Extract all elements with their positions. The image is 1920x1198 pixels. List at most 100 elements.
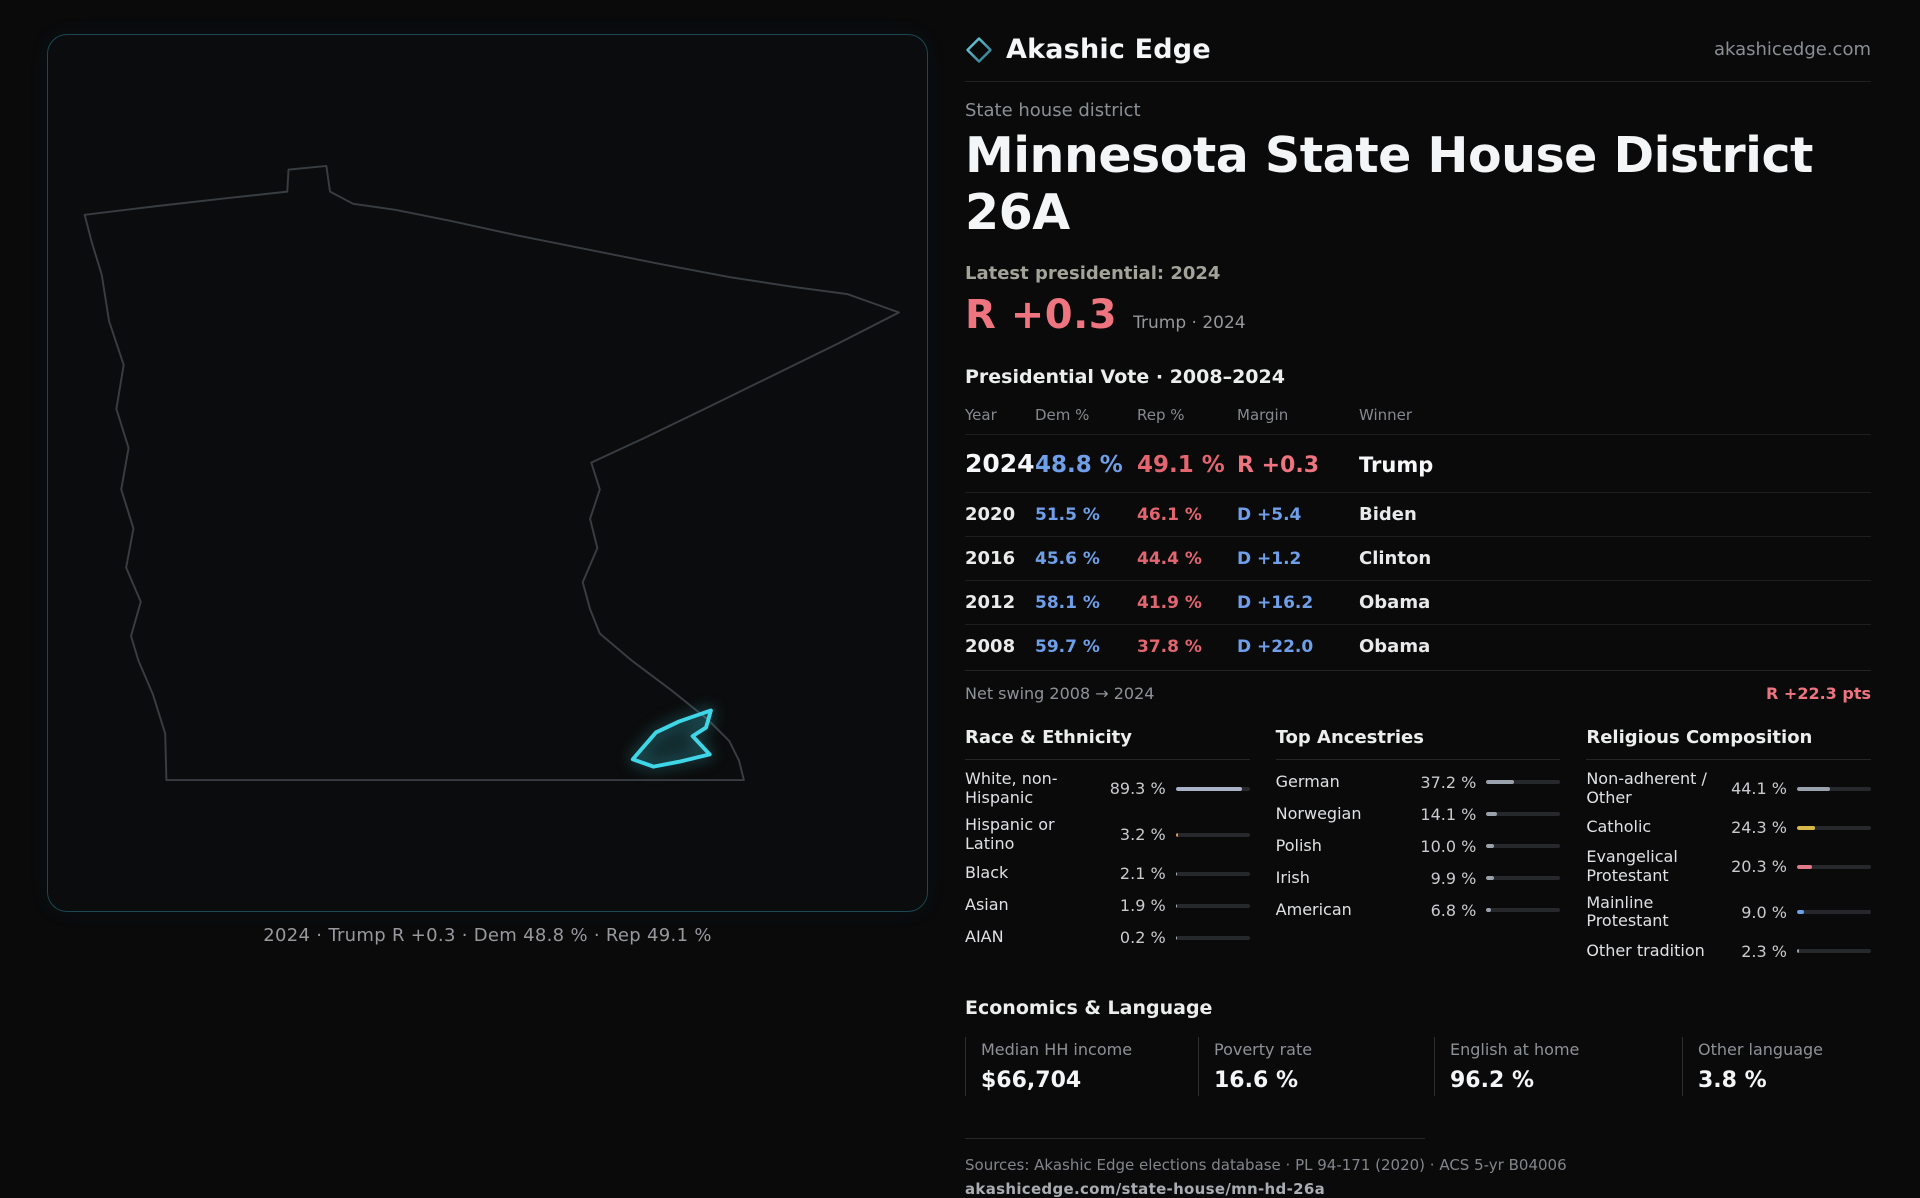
demo-bar <box>1176 872 1250 876</box>
stat-card-median-income: Median HH income $66,704 <box>965 1037 1190 1096</box>
net-swing-value: R +22.3 pts <box>1766 684 1871 703</box>
demo-value: 44.1 % <box>1729 779 1787 798</box>
demo-bar-fill <box>1486 844 1493 848</box>
col-header-margin: Margin <box>1237 406 1359 424</box>
demo-bar <box>1176 936 1250 940</box>
cell-winner: Clinton <box>1359 548 1871 569</box>
demo-bar <box>1176 833 1250 837</box>
demo-value: 9.9 % <box>1418 869 1476 888</box>
map-panel <box>47 34 928 912</box>
demo-value: 3.2 % <box>1108 825 1166 844</box>
demo-bar-fill <box>1176 872 1178 876</box>
demo-bar-fill <box>1486 780 1514 784</box>
demo-label: Black <box>965 864 1098 883</box>
demo-value: 0.2 % <box>1108 928 1166 947</box>
demo-bar-fill <box>1486 812 1496 816</box>
demo-bar-fill <box>1797 949 1799 953</box>
demo-label: Other tradition <box>1586 942 1719 961</box>
cell-margin: D +1.2 <box>1237 549 1359 569</box>
cell-margin: R +0.3 <box>1237 453 1359 478</box>
vote-table: Year Dem % Rep % Margin Winner 2024 48.8… <box>965 398 1871 668</box>
district-type-kicker: State house district <box>965 100 1871 121</box>
cell-margin: D +5.4 <box>1237 505 1359 525</box>
page-title: Minnesota State House District 26A <box>965 127 1871 241</box>
col-header-year: Year <box>965 406 1035 424</box>
race-ethnicity-column: Race & Ethnicity White, non-Hispanic 89.… <box>965 727 1250 967</box>
col-header-dem: Dem % <box>1035 406 1137 424</box>
demo-value: 2.1 % <box>1108 864 1166 883</box>
table-row: 2012 58.1 % 41.9 % D +16.2 Obama <box>965 580 1871 624</box>
demo-bar <box>1797 949 1871 953</box>
cell-winner: Obama <box>1359 636 1871 657</box>
demo-bar-fill <box>1797 910 1804 914</box>
demo-bar <box>1486 844 1560 848</box>
cell-rep: 44.4 % <box>1137 549 1237 569</box>
vote-table-header: Year Dem % Rep % Margin Winner <box>965 398 1871 434</box>
demo-bar <box>1176 904 1250 908</box>
demo-label: American <box>1276 901 1409 920</box>
demo-bar-fill <box>1797 826 1815 830</box>
footer-divider <box>965 1138 1425 1139</box>
cell-rep: 46.1 % <box>1137 505 1237 525</box>
demo-bar <box>1486 876 1560 880</box>
cell-dem: 58.1 % <box>1035 593 1137 613</box>
cell-rep: 49.1 % <box>1137 452 1237 478</box>
economics-title: Economics & Language <box>965 997 1871 1019</box>
demo-label: Mainline Protestant <box>1586 894 1719 932</box>
table-row: 2024 48.8 % 49.1 % R +0.3 Trump <box>965 434 1871 492</box>
brand-header: Akashic Edge akashicedge.com <box>965 34 1871 82</box>
cell-winner: Trump <box>1359 453 1871 477</box>
religion-title: Religious Composition <box>1586 727 1871 760</box>
footer-sources: Sources: Akashic Edge elections database… <box>965 1156 1871 1174</box>
cell-year: 2024 <box>965 449 1035 478</box>
demo-bar-fill <box>1486 908 1491 912</box>
demo-label: Norwegian <box>1276 805 1409 824</box>
brand-left: Akashic Edge <box>965 34 1211 65</box>
stat-card-other-language: Other language 3.8 % <box>1682 1037 1871 1096</box>
demo-row: German 37.2 % <box>1276 766 1561 798</box>
headline-margin-sub: Trump · 2024 <box>1133 313 1245 333</box>
cell-dem: 59.7 % <box>1035 637 1137 657</box>
cell-rep: 41.9 % <box>1137 593 1237 613</box>
demo-row: Other tradition 2.3 % <box>1586 935 1871 967</box>
demo-value: 89.3 % <box>1108 779 1166 798</box>
demo-row: Asian 1.9 % <box>965 890 1250 922</box>
demo-bar-fill <box>1176 833 1178 837</box>
cell-margin: D +16.2 <box>1237 593 1359 613</box>
net-swing-label: Net swing 2008 → 2024 <box>965 684 1154 703</box>
map-caption: 2024 · Trump R +0.3 · Dem 48.8 % · Rep 4… <box>47 925 928 946</box>
right-column: Akashic Edge akashicedge.com State house… <box>965 34 1871 1198</box>
demo-label: AIAN <box>965 928 1098 947</box>
cell-rep: 37.8 % <box>1137 637 1237 657</box>
race-ethnicity-title: Race & Ethnicity <box>965 727 1250 760</box>
demo-value: 9.0 % <box>1729 903 1787 922</box>
cell-year: 2012 <box>965 592 1035 613</box>
demo-bar <box>1486 812 1560 816</box>
headline-margin-row: R +0.3 Trump · 2024 <box>965 292 1871 338</box>
stat-value: $66,704 <box>981 1068 1190 1093</box>
brand-domain-link[interactable]: akashicedge.com <box>1714 39 1871 60</box>
demographics-section: Race & Ethnicity White, non-Hispanic 89.… <box>965 727 1871 967</box>
demo-bar <box>1486 780 1560 784</box>
cell-year: 2016 <box>965 548 1035 569</box>
stat-card-english-at-home: English at home 96.2 % <box>1434 1037 1674 1096</box>
demo-label: Asian <box>965 896 1098 915</box>
demo-bar <box>1797 910 1871 914</box>
demo-row: White, non-Hispanic 89.3 % <box>965 766 1250 812</box>
diamond-logo-icon <box>965 36 993 64</box>
cell-winner: Biden <box>1359 504 1871 525</box>
footer-permalink-link[interactable]: akashicedge.com/state-house/mn-hd-26a <box>965 1180 1871 1198</box>
footer: Sources: Akashic Edge elections database… <box>965 1138 1871 1198</box>
demo-bar-fill <box>1176 904 1177 908</box>
stat-value: 96.2 % <box>1450 1068 1674 1093</box>
stat-label: Median HH income <box>981 1040 1190 1059</box>
headline-margin-value: R +0.3 <box>965 292 1117 338</box>
demo-value: 20.3 % <box>1729 857 1787 876</box>
demo-row: Polish 10.0 % <box>1276 830 1561 862</box>
demo-value: 10.0 % <box>1418 837 1476 856</box>
demo-label: Evangelical Protestant <box>1586 848 1719 886</box>
demo-bar <box>1486 908 1560 912</box>
demo-row: Hispanic or Latino 3.2 % <box>965 812 1250 858</box>
minnesota-map <box>48 35 927 911</box>
demo-row: Irish 9.9 % <box>1276 862 1561 894</box>
